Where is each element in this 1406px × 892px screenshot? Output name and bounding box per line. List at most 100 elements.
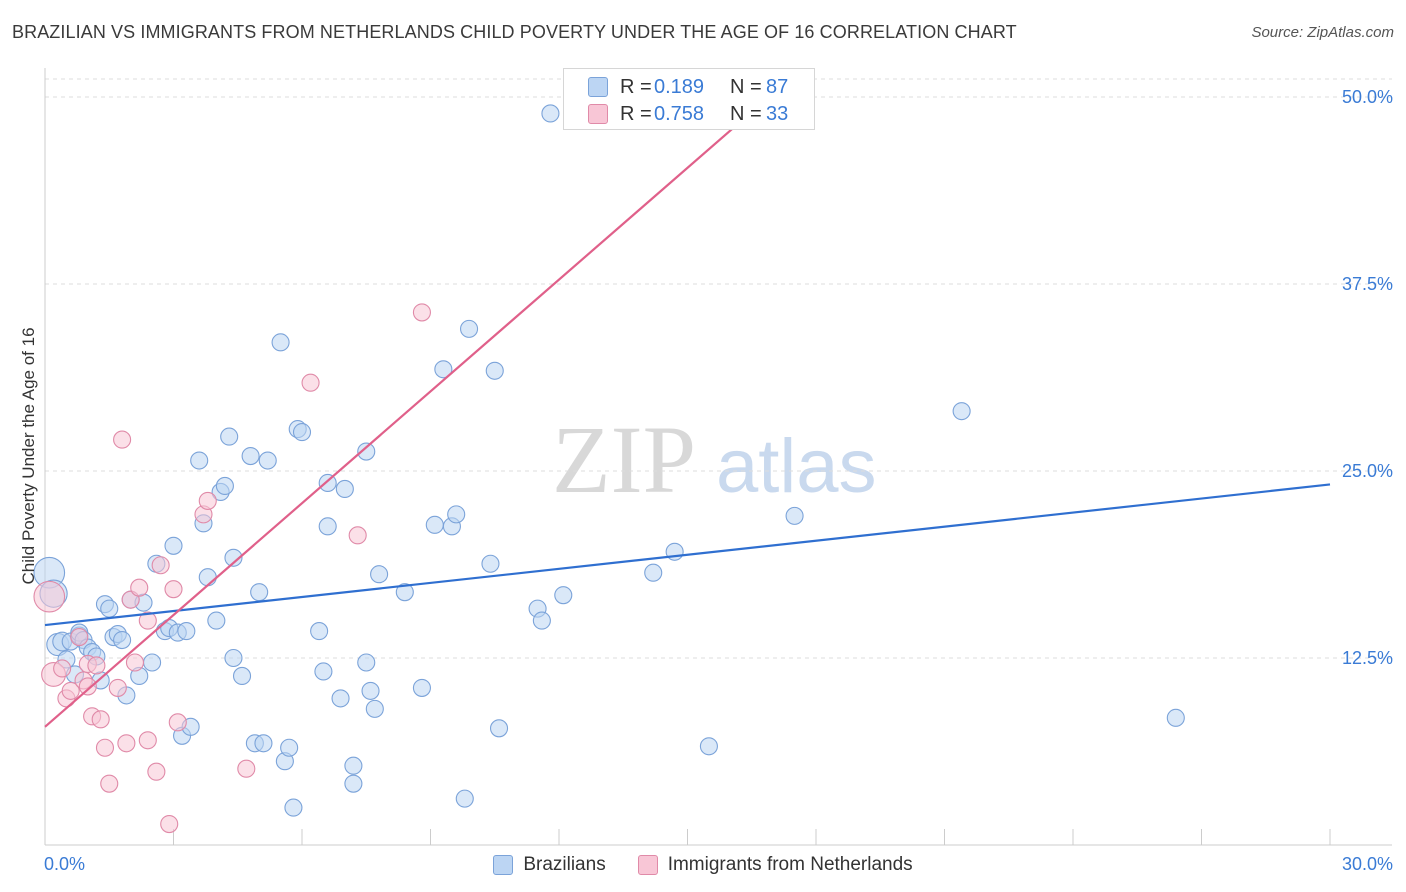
netherlands-point (33, 580, 66, 613)
brazilians-point (224, 548, 243, 567)
brazilians-point (395, 583, 414, 602)
brazilians-point (541, 104, 560, 123)
brazilians-trend-line (44, 483, 1331, 627)
netherlands-point (138, 731, 157, 750)
legend-label-brazilians: Brazilians (523, 854, 606, 875)
netherlands-point (117, 734, 136, 753)
brazilians-point (224, 648, 243, 668)
legend-label-netherlands: Immigrants from Netherlands (667, 854, 913, 875)
y-tick-label: 50.0% (1342, 87, 1393, 107)
brazilians-point (459, 319, 479, 338)
brazilians-point (220, 427, 239, 446)
netherlands-point (147, 762, 166, 781)
y-tick-label: 37.5% (1342, 274, 1393, 294)
brazilians-point (310, 622, 329, 641)
r-label: R = (620, 75, 652, 98)
brazilians-point (1166, 708, 1185, 727)
brazilians-point (198, 568, 217, 587)
brazilians-point (365, 699, 384, 718)
brazilians-point (331, 689, 350, 708)
bottom-legend: Brazilians Immigrants from Netherlands (0, 850, 1406, 880)
source-label: Source: ZipAtlas.com (1251, 24, 1394, 41)
netherlands-point (108, 678, 127, 697)
netherlands-point (91, 710, 110, 729)
brazilians-point (344, 774, 363, 793)
chart-title: BRAZILIAN VS IMMIGRANTS FROM NETHERLANDS… (12, 22, 1017, 42)
netherlands-point (412, 303, 431, 322)
n-label: N = (730, 102, 762, 125)
netherlands-point (160, 815, 179, 834)
brazilians-point (250, 583, 269, 602)
n-label: N = (730, 75, 762, 98)
brazilians-point (361, 681, 380, 700)
brazilians-point (699, 737, 718, 756)
brazilians-point (164, 536, 183, 555)
brazilians-point (485, 361, 504, 380)
brazilians-point (284, 798, 303, 817)
brazilians-point (314, 662, 333, 681)
netherlands-point (168, 713, 187, 732)
brazilians-point (215, 476, 234, 496)
brazilians-point (318, 473, 337, 493)
brazilians-point (143, 653, 162, 672)
blue-swatch (588, 77, 608, 97)
brazilians-point (232, 666, 252, 686)
netherlands-point (70, 628, 89, 647)
netherlands-point (348, 526, 367, 545)
brazilians-point (254, 734, 273, 753)
netherlands-point (125, 653, 144, 672)
r-value: 0.758 (654, 102, 705, 125)
brazilians-point (100, 599, 119, 618)
y-tick-label: 12.5% (1342, 648, 1393, 668)
watermark-zip: ZIP (552, 406, 696, 513)
watermark-atlas: atlas (716, 424, 877, 509)
brazilians-point (177, 622, 196, 641)
brazilians-point (785, 506, 804, 525)
r-value: 0.189 (654, 75, 705, 98)
r-label: R = (620, 102, 652, 125)
netherlands-point (113, 430, 132, 449)
brazilians-point (481, 554, 500, 573)
netherlands-point (151, 556, 170, 575)
netherlands-point (100, 774, 119, 793)
x-tick-label-min: 0.0% (44, 854, 85, 874)
brazilians-point (532, 611, 551, 630)
pink-swatch (637, 855, 658, 875)
brazilians-point (357, 653, 376, 672)
netherlands-point (53, 659, 72, 678)
netherlands-trend-line (44, 96, 770, 728)
brazilians-point (425, 515, 444, 534)
blue-swatch (493, 855, 514, 875)
brazilians-point (412, 678, 431, 697)
brazilians-point (271, 333, 290, 352)
netherlands-point (301, 373, 320, 392)
y-tick-label: 25.0% (1342, 461, 1393, 481)
netherlands-point (61, 681, 80, 700)
brazilians-point (258, 451, 277, 470)
brazilians-point (335, 479, 354, 499)
brazilians-point (952, 402, 971, 421)
netherlands-point (164, 580, 183, 599)
netherlands-point (95, 738, 115, 757)
brazilians-point (489, 719, 509, 738)
brazilians-point (357, 442, 376, 461)
brazilians-point (280, 738, 299, 757)
legend-item-brazilians[interactable]: Brazilians (493, 854, 606, 876)
brazilians-point (190, 451, 209, 470)
netherlands-point (130, 578, 149, 597)
netherlands-point (78, 677, 97, 696)
brazilians-point (207, 611, 226, 630)
brazilians-point (447, 505, 466, 524)
brazilians-point (434, 360, 453, 379)
brazilians-point (318, 517, 337, 536)
legend-item-netherlands[interactable]: Immigrants from Netherlands (637, 854, 913, 876)
brazilians-point (241, 446, 260, 466)
brazilians-point (292, 423, 312, 442)
x-tick-label-max: 30.0% (1342, 854, 1393, 874)
stats-legend-box: R = 0.189 N = 87 R = 0.758 N = 33 (563, 68, 815, 130)
netherlands-point (138, 611, 157, 630)
brazilians-point (113, 630, 132, 650)
brazilians-point (344, 756, 363, 775)
netherlands-point (237, 759, 256, 778)
